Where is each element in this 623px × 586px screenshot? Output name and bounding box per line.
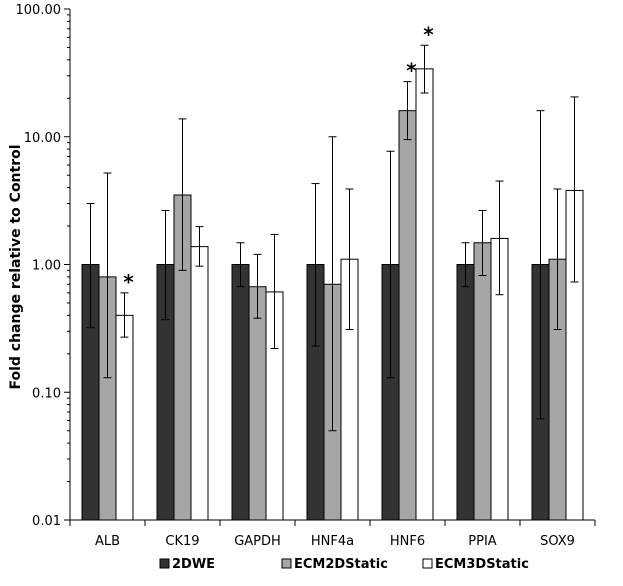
y-tick-label: 10.00 [24, 131, 61, 146]
significance-marker: * [123, 270, 134, 294]
x-tick-label: ALB [95, 534, 120, 549]
legend-label-ecm3dstatic: ECM3DStatic [435, 557, 529, 572]
y-tick-label: 1.00 [32, 259, 61, 274]
legend-label-ecm2dstatic: ECM2DStatic [294, 557, 388, 572]
x-tick-label: SOX9 [540, 534, 575, 549]
bar-2dwe [456, 264, 475, 521]
bar-ecm3dstatic [415, 68, 434, 521]
bar-ecm2dstatic [398, 110, 417, 521]
y-axis-title: Fold change relative to Control [8, 144, 24, 389]
legend: 2DWE ECM2DStatic ECM3DStatic [159, 557, 529, 572]
legend-swatch-ecm3dstatic [422, 558, 433, 569]
x-tick-label: GAPDH [234, 534, 281, 549]
bar-ecm2dstatic [248, 286, 267, 521]
legend-swatch-ecm2dstatic [281, 558, 292, 569]
y-tick-label: 100.00 [16, 3, 62, 18]
bar-ecm3dstatic [190, 246, 209, 521]
x-tick-label: CK19 [165, 534, 199, 549]
x-tick-label: PPIA [468, 534, 497, 549]
legend-label-2dwe: 2DWE [172, 557, 215, 572]
x-tick-label: HNF6 [390, 534, 425, 549]
x-tick-label: HNF4a [311, 534, 354, 549]
significance-marker: * [423, 22, 434, 46]
y-tick-label: 0.01 [32, 514, 61, 529]
bar-ecm2dstatic [473, 242, 492, 521]
legend-swatch-2dwe [159, 558, 170, 569]
significance-marker: * [406, 59, 417, 83]
bar-2dwe [231, 264, 250, 521]
y-tick-label: 0.10 [32, 386, 61, 401]
plot-area: 0.01 0.10 1.00 10.00 100.00 ALB CK19 GAPDH HNF4a… [16, 3, 596, 549]
bar-ecm3dstatic [115, 314, 134, 521]
